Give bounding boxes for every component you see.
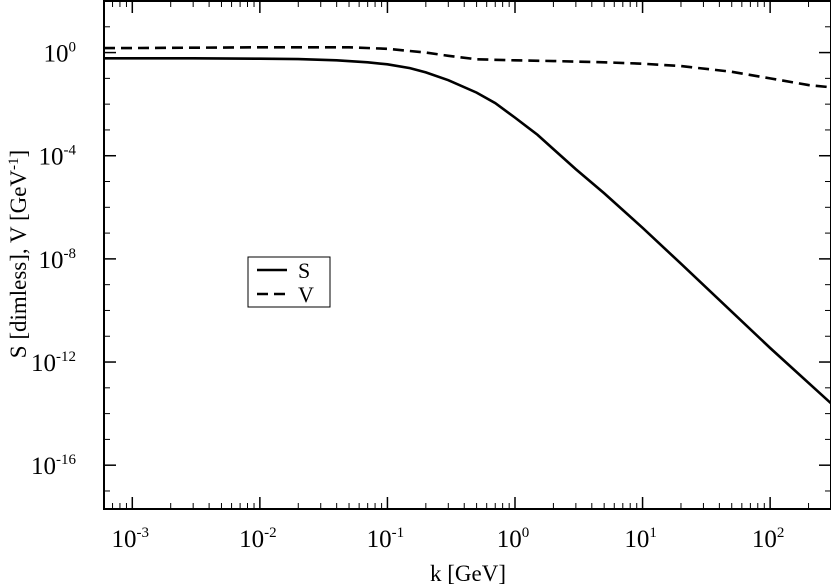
y-tick-label: 10-8 (39, 246, 77, 274)
y-tick-label-base: 10 (31, 453, 56, 480)
legend-label-s: S (298, 258, 310, 283)
x-tick-label-exponent: -2 (264, 525, 277, 541)
y-axis-label-main: S [dimless], V [GeV (6, 170, 31, 359)
y-tick-label-exponent: -16 (56, 452, 76, 468)
legend-box (247, 256, 331, 308)
y-tick-label-exponent: -4 (64, 143, 77, 159)
y-tick-label-base: 10 (39, 144, 64, 171)
y-tick-label: 10-16 (31, 452, 76, 480)
x-axis: 10-3 10-2 10-1 100 101 102 (103, 1, 831, 553)
series-line-s (104, 57, 831, 405)
plot-area (104, 46, 831, 405)
x-tick-label-base: 10 (752, 526, 777, 553)
y-tick-label-exponent: -12 (56, 349, 76, 365)
x-axis-label: k [GeV] (430, 561, 506, 584)
x-tick-label: 102 (752, 525, 785, 553)
x-tick-label-base: 10 (497, 526, 522, 553)
x-tick-label-base: 10 (112, 526, 137, 553)
y-tick-label-base: 10 (31, 350, 56, 377)
series-line-v (104, 46, 831, 89)
y-tick-label-base: 10 (44, 41, 69, 68)
x-tick-label-exponent: -3 (137, 525, 150, 541)
y-tick-label-exponent: -8 (64, 246, 77, 262)
x-tick-label-exponent: -1 (392, 525, 405, 541)
y-axis-label-superscript: -1 (6, 157, 22, 170)
y-tick-label: 100 (44, 40, 77, 68)
y-tick-label: 10-12 (31, 349, 76, 377)
x-tick-label: 101 (624, 525, 657, 553)
x-tick-label: 100 (497, 525, 530, 553)
legend: S V (247, 256, 331, 308)
x-tick-label-base: 10 (239, 526, 264, 553)
x-tick-label-exponent: 0 (522, 525, 530, 541)
legend-label-v: V (298, 282, 314, 307)
y-tick-label-exponent: 0 (69, 40, 77, 56)
plot-frame (103, 0, 831, 510)
x-tick-label: 10-3 (112, 525, 150, 553)
x-tick-label-exponent: 1 (649, 525, 657, 541)
x-tick-label: 10-2 (239, 525, 277, 553)
y-tick-label: 10-4 (39, 143, 77, 171)
x-tick-label-base: 10 (624, 526, 649, 553)
y-axis-label-close: ] (6, 150, 31, 158)
x-tick-label-base: 10 (367, 526, 392, 553)
x-tick-label: 10-1 (367, 525, 405, 553)
x-tick-label-exponent: 2 (777, 525, 785, 541)
y-tick-label-base: 10 (39, 247, 64, 274)
y-axis-label: S [dimless], V [GeV-1] (6, 150, 31, 358)
